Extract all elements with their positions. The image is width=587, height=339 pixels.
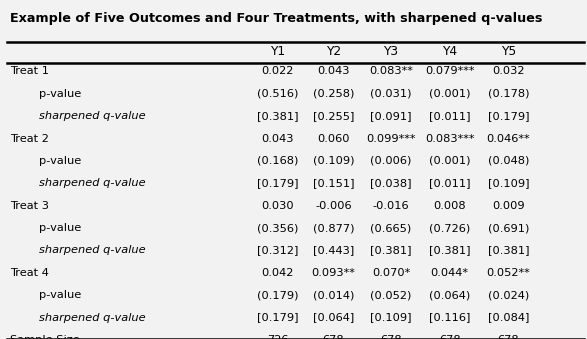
- Text: Y4: Y4: [442, 45, 457, 58]
- Text: [0.381]: [0.381]: [429, 245, 470, 255]
- Text: (0.726): (0.726): [429, 223, 470, 233]
- Text: (0.178): (0.178): [488, 89, 529, 99]
- Text: 0.099***: 0.099***: [366, 134, 416, 143]
- Text: p-value: p-value: [39, 290, 82, 300]
- Text: (0.877): (0.877): [313, 223, 354, 233]
- Text: 0.052**: 0.052**: [487, 268, 530, 278]
- Text: p-value: p-value: [39, 89, 82, 99]
- Text: 0.070*: 0.070*: [372, 268, 410, 278]
- Text: (0.024): (0.024): [488, 290, 529, 300]
- Text: Treat 2: Treat 2: [10, 134, 49, 143]
- Text: (0.001): (0.001): [429, 89, 470, 99]
- Text: 0.079***: 0.079***: [425, 66, 474, 76]
- Text: 0.032: 0.032: [492, 66, 525, 76]
- Text: [0.179]: [0.179]: [257, 313, 298, 322]
- Text: [0.038]: [0.038]: [370, 178, 411, 188]
- Text: [0.381]: [0.381]: [488, 245, 529, 255]
- Text: (0.006): (0.006): [370, 156, 411, 166]
- Text: [0.109]: [0.109]: [488, 178, 529, 188]
- Text: sharpened q-value: sharpened q-value: [39, 111, 146, 121]
- Text: 0.043: 0.043: [317, 66, 350, 76]
- Text: [0.151]: [0.151]: [313, 178, 354, 188]
- Text: [0.011]: [0.011]: [429, 111, 470, 121]
- Text: 678: 678: [439, 335, 460, 339]
- Text: Y3: Y3: [383, 45, 399, 58]
- Text: [0.443]: [0.443]: [313, 245, 354, 255]
- Text: -0.016: -0.016: [373, 201, 409, 211]
- Text: (0.691): (0.691): [488, 223, 529, 233]
- Text: [0.109]: [0.109]: [370, 313, 411, 322]
- Text: Y2: Y2: [326, 45, 341, 58]
- Text: 0.046**: 0.046**: [487, 134, 530, 143]
- Text: sharpened q-value: sharpened q-value: [39, 178, 146, 188]
- Text: 0.030: 0.030: [261, 201, 294, 211]
- Text: 0.083***: 0.083***: [425, 134, 474, 143]
- Text: [0.381]: [0.381]: [370, 245, 411, 255]
- Text: [0.179]: [0.179]: [257, 178, 298, 188]
- Text: [0.011]: [0.011]: [429, 178, 470, 188]
- Text: sharpened q-value: sharpened q-value: [39, 245, 146, 255]
- Text: (0.052): (0.052): [370, 290, 411, 300]
- Text: 678: 678: [323, 335, 344, 339]
- Text: p-value: p-value: [39, 156, 82, 166]
- Text: (0.665): (0.665): [370, 223, 411, 233]
- Text: [0.381]: [0.381]: [257, 111, 298, 121]
- Text: Treat 4: Treat 4: [10, 268, 49, 278]
- Text: 0.009: 0.009: [492, 201, 525, 211]
- Text: (0.516): (0.516): [257, 89, 298, 99]
- Text: [0.312]: [0.312]: [257, 245, 298, 255]
- Text: 0.022: 0.022: [261, 66, 294, 76]
- Text: 726: 726: [267, 335, 288, 339]
- Text: (0.168): (0.168): [257, 156, 298, 166]
- Text: 0.044*: 0.044*: [431, 268, 468, 278]
- Text: sharpened q-value: sharpened q-value: [39, 313, 146, 322]
- Text: Treat 1: Treat 1: [10, 66, 49, 76]
- Text: 0.042: 0.042: [261, 268, 294, 278]
- Text: (0.048): (0.048): [488, 156, 529, 166]
- Text: 0.083**: 0.083**: [369, 66, 413, 76]
- Text: (0.179): (0.179): [257, 290, 298, 300]
- Text: Y1: Y1: [270, 45, 285, 58]
- Text: p-value: p-value: [39, 223, 82, 233]
- Text: (0.001): (0.001): [429, 156, 470, 166]
- Text: (0.356): (0.356): [257, 223, 298, 233]
- Text: 0.043: 0.043: [261, 134, 294, 143]
- Text: -0.006: -0.006: [315, 201, 352, 211]
- Text: [0.084]: [0.084]: [488, 313, 529, 322]
- Text: (0.014): (0.014): [313, 290, 354, 300]
- Text: 678: 678: [380, 335, 402, 339]
- Text: [0.091]: [0.091]: [370, 111, 411, 121]
- Text: Sample Size: Sample Size: [10, 335, 80, 339]
- Text: (0.258): (0.258): [313, 89, 354, 99]
- Text: 0.008: 0.008: [433, 201, 466, 211]
- Text: 0.093**: 0.093**: [312, 268, 355, 278]
- Text: 0.060: 0.060: [317, 134, 350, 143]
- Text: [0.179]: [0.179]: [488, 111, 529, 121]
- Text: [0.116]: [0.116]: [429, 313, 470, 322]
- Text: Example of Five Outcomes and Four Treatments, with sharpened q-values: Example of Five Outcomes and Four Treatm…: [10, 12, 542, 25]
- Text: (0.064): (0.064): [429, 290, 470, 300]
- Text: [0.255]: [0.255]: [313, 111, 354, 121]
- Text: (0.109): (0.109): [313, 156, 354, 166]
- Text: (0.031): (0.031): [370, 89, 411, 99]
- Text: Treat 3: Treat 3: [10, 201, 49, 211]
- Text: 678: 678: [498, 335, 519, 339]
- Text: [0.064]: [0.064]: [313, 313, 354, 322]
- Text: Y5: Y5: [501, 45, 516, 58]
